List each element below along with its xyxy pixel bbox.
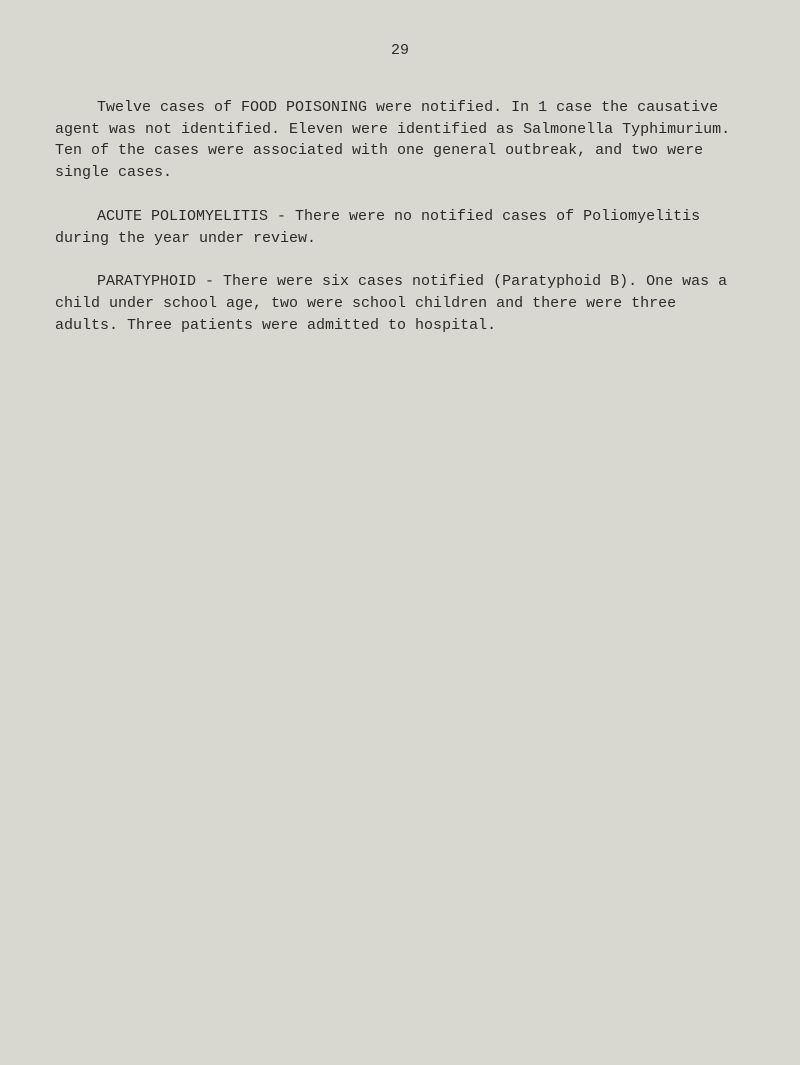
page-number: 29 (55, 40, 745, 62)
paragraph-text: ACUTE POLIOMYELITIS - There were no noti… (55, 208, 700, 247)
paragraph-text: PARATYPHOID - There were six cases notif… (55, 273, 727, 334)
paragraph: Twelve cases of FOOD POISONING were noti… (55, 97, 745, 184)
paragraph: PARATYPHOID - There were six cases notif… (55, 271, 745, 336)
paragraph: ACUTE POLIOMYELITIS - There were no noti… (55, 206, 745, 250)
document-page: 29 Twelve cases of FOOD POISONING were n… (0, 0, 800, 409)
paragraph-text: Twelve cases of FOOD POISONING were noti… (55, 99, 730, 181)
